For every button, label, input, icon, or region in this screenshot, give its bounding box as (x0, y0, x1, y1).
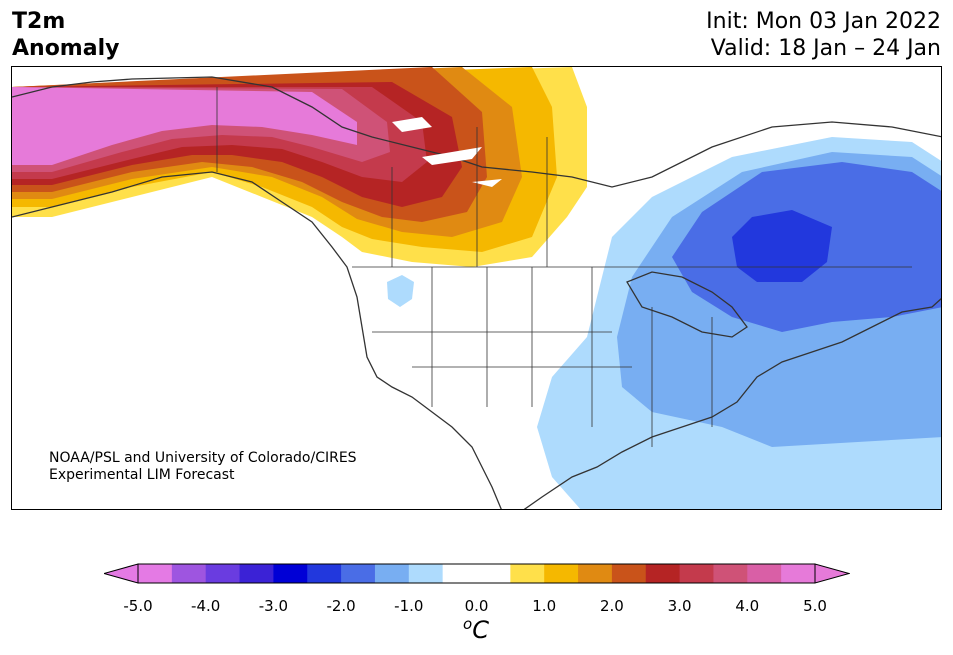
colorbar-cell (408, 564, 444, 583)
warm-region-8 (12, 87, 357, 165)
political-borders (216, 87, 912, 447)
colorbar-cell (544, 564, 579, 583)
title-line-2: Anomaly (12, 36, 120, 61)
forecast-info: Init: Mon 03 Jan 2022 Valid: 18 Jan – 24… (706, 8, 941, 62)
colorbar-tick-label: -2.0 (326, 597, 356, 615)
unit-degree: o (463, 615, 473, 633)
cold-spot-west (387, 275, 414, 307)
colorbar-cell (679, 564, 714, 583)
colorbar-cell (611, 564, 647, 583)
colorbar-cell (341, 564, 376, 583)
colorbar-cell (273, 564, 308, 583)
colorbar-cell (239, 564, 274, 583)
credit-line-2: Experimental LIM Forecast (49, 467, 235, 483)
colorbar-cell (476, 564, 511, 583)
colorbar-tick-label: 3.0 (667, 597, 692, 615)
cold-region-4 (732, 210, 832, 282)
colorbar-tick-label: 4.0 (735, 597, 760, 615)
colorbar-cell (645, 564, 681, 583)
map-canvas (12, 67, 941, 509)
colorbar-cell (713, 564, 748, 583)
colorbar-cell (781, 564, 816, 583)
colorbar-tick-label: 1.0 (532, 597, 557, 615)
colorbar-cell (578, 564, 613, 583)
title-line-1: T2m (12, 9, 66, 34)
colorbar-outline (137, 563, 816, 584)
colorbar-cell (171, 564, 207, 583)
colorbar-tick-label: -3.0 (258, 597, 289, 615)
unit-letter: C (472, 616, 489, 644)
colorbar-cell (138, 564, 173, 583)
init-date: Init: Mon 03 Jan 2022 (706, 9, 941, 34)
valid-range: Valid: 18 Jan – 24 Jan (710, 36, 941, 61)
colorbar-unit: oC (463, 615, 489, 644)
anomaly-map (11, 66, 942, 510)
credit-line-1: NOAA/PSL and University of Colorado/CIRE… (49, 450, 357, 466)
credit-text: NOAA/PSL and University of Colorado/CIRE… (49, 450, 357, 484)
colorbar-cell (510, 564, 545, 583)
colorbar-cell (307, 564, 342, 583)
map-title: T2m Anomaly (12, 8, 119, 62)
colorbar-tick-label: 0.0 (464, 597, 489, 615)
colorbar-cells (138, 564, 816, 583)
colorbar-tick-label: -4.0 (191, 597, 221, 615)
colorbar-tick-label: 5.0 (803, 597, 827, 615)
colorbar-under-arrow (104, 563, 139, 584)
colorbar-cell (374, 564, 410, 583)
colorbar-cell (205, 564, 241, 583)
colorbar-cell (747, 564, 782, 583)
colorbar-cell (442, 564, 477, 583)
colorbar-tick-label: -5.0 (123, 597, 153, 615)
colorbar-tick-label: -1.0 (394, 597, 424, 615)
colorbar-tick-label: 2.0 (599, 597, 624, 615)
coastlines (12, 76, 941, 509)
colorbar-over-arrow (814, 563, 850, 584)
colorbar (104, 563, 850, 584)
